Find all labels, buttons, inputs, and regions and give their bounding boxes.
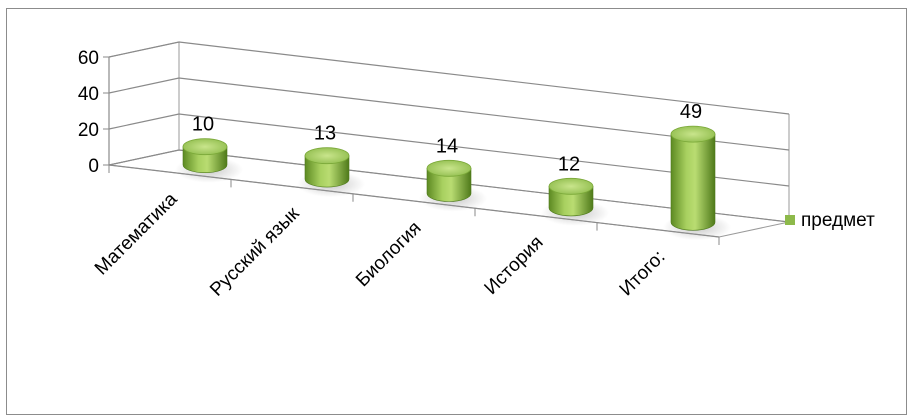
gridline xyxy=(108,77,790,151)
bar-top xyxy=(670,125,716,143)
legend-swatch xyxy=(785,215,795,225)
bar-body xyxy=(426,168,472,202)
data-label: 10 xyxy=(192,114,214,136)
y-tick-label: 0 xyxy=(88,156,99,177)
bar xyxy=(297,147,365,198)
side-wall xyxy=(108,41,180,166)
bars xyxy=(175,125,731,241)
category-label: История xyxy=(481,232,548,299)
data-label: 49 xyxy=(680,101,702,123)
bar xyxy=(175,138,243,183)
category-label: Биология xyxy=(352,218,425,291)
bar xyxy=(663,125,731,241)
bar-top xyxy=(182,138,228,156)
bar-chart: 0 20 40 60 10 13 14 12 49 Математика Русский язы… xyxy=(78,41,875,301)
data-label: 14 xyxy=(436,135,458,157)
bar-top xyxy=(426,159,472,177)
bar-body xyxy=(548,186,594,217)
category-label: Русский язык xyxy=(206,203,304,301)
data-label: 13 xyxy=(314,123,336,145)
data-labels: 10 13 14 12 49 xyxy=(192,101,702,175)
bar-top xyxy=(548,177,594,195)
chart-frame: 0 20 40 60 10 13 14 12 49 Математика Русский язы… xyxy=(6,8,907,415)
category-label: Математика xyxy=(91,189,182,280)
y-tick-label: 40 xyxy=(78,84,99,105)
bar-body xyxy=(670,133,716,231)
bar-body xyxy=(304,155,350,188)
legend: предмет xyxy=(785,210,875,231)
y-tick-label: 20 xyxy=(78,120,99,141)
bar xyxy=(541,177,609,226)
data-label: 12 xyxy=(558,153,580,175)
legend-label: предмет xyxy=(801,210,875,231)
gridline xyxy=(108,113,790,187)
category-label: Итого: xyxy=(616,246,670,300)
gridline xyxy=(108,41,790,115)
y-axis: 0 20 40 60 xyxy=(78,48,110,177)
y-tick-label: 60 xyxy=(78,48,99,69)
bar xyxy=(419,159,487,212)
bar-top xyxy=(304,147,350,165)
